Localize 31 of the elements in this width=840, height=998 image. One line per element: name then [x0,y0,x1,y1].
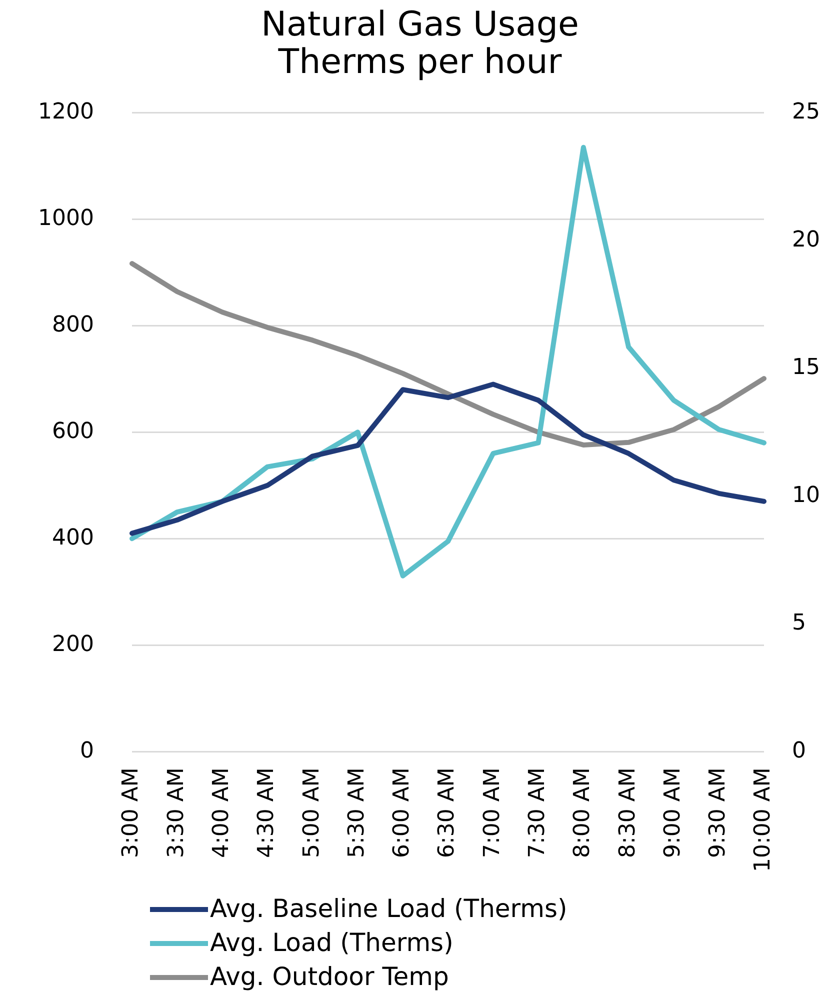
x-tick-label: 9:00 AM [660,768,686,858]
x-tick-label: 5:00 AM [299,768,324,858]
x-tick-label: 7:30 AM [525,768,550,858]
y2-tick-label: 15 [792,355,820,380]
y2-tick-label: 25 [792,100,820,125]
legend-label: Avg. Baseline Load (Therms) [210,893,568,925]
x-tick-label: 3:00 AM [118,768,144,858]
x-tick-label: 4:30 AM [254,768,280,858]
legend-label: Avg. Outdoor Temp [210,961,449,993]
y2-tick-label: 10 [792,482,820,508]
y-tick-label: 0 [80,738,94,764]
x-tick-label: 10:00 AM [750,768,776,872]
x-tick-label: 6:30 AM [434,768,460,858]
y-tick-label: 200 [52,632,94,657]
x-tick-label: 8:30 AM [615,768,640,858]
y2-tick-label: 20 [792,227,820,252]
y-tick-label: 600 [52,418,94,444]
y-tick-label: 800 [52,312,94,338]
x-tick-label: 7:00 AM [480,768,505,858]
y2-tick-label: 5 [792,610,806,636]
y-tick-label: 1200 [38,100,94,125]
legend-label: Avg. Load (Therms) [210,927,454,959]
y-tick-label: 1000 [38,206,94,231]
x-tick-label: 8:00 AM [570,768,596,858]
y-tick-label: 400 [52,525,94,550]
x-tick-label: 4:00 AM [208,768,234,858]
x-tick-label: 9:30 AM [706,768,731,858]
x-tick-label: 3:30 AM [164,768,189,858]
x-tick-label: 6:00 AM [390,768,415,858]
y2-tick-label: 0 [792,738,806,764]
x-tick-label: 5:30 AM [344,768,370,858]
